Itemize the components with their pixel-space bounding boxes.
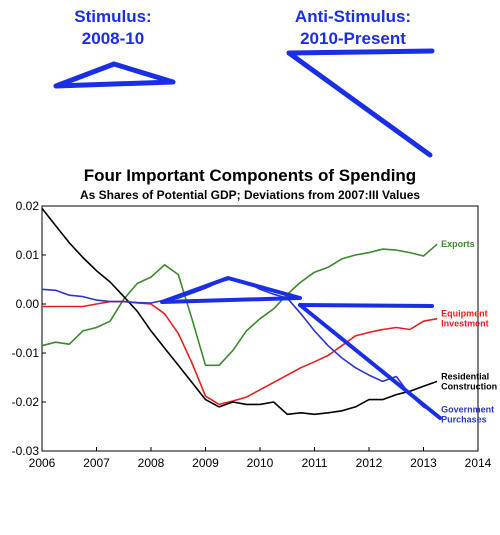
y-tick-label: 0.00 [16,297,40,311]
series-label-government-purchases: Purchases [441,414,487,424]
stimulus-overlay-strokes [160,276,442,420]
chart-subtitle: As Shares of Potential GDP; Deviations f… [79,188,421,202]
series-label-exports: Exports [441,239,475,249]
x-tick-label: 2010 [247,456,274,470]
series-lines [41,207,438,416]
stimulus-annotation-line2: 2008-10 [81,29,145,48]
series-label-government-purchases: Government [441,404,494,414]
stimulus-annotation: Stimulus: 2008-10 [48,6,178,50]
series-line-residential-construction [41,207,438,416]
series-line-equipment-investment [42,300,438,406]
y-tick-label: 0.02 [16,199,40,213]
x-tick-label: 2008 [138,456,165,470]
series-label-residential-construction: Construction [441,381,497,391]
x-tick-label: 2014 [465,456,492,470]
anti-stimulus-annotation: Anti-Stimulus: 2010-Present [278,6,428,50]
series-line-exports [41,243,438,367]
x-tick-label: 2012 [356,456,383,470]
stimulus-annotation-line1: Stimulus: [74,7,152,26]
anti-stimulus-arrow-annotation [286,48,435,158]
x-tick-label: 2009 [192,456,219,470]
y-tick-label: -0.01 [12,346,40,360]
stimulus-triangle-annotation [53,61,176,89]
x-tick-label: 2006 [29,456,56,470]
x-tick-label: 2013 [410,456,437,470]
axes: 2006 2007 2008 2009 2010 2011 2012 2013 2014 0.02… [12,199,492,470]
series-label-equipment-investment: Investment [441,319,489,329]
y-tick-label: -0.03 [12,444,40,458]
series-label-equipment-investment: Equipment [441,309,488,319]
series-label-residential-construction: Residential [441,371,489,381]
y-tick-label: -0.02 [12,395,40,409]
anti-stimulus-annotation-line2: 2010-Present [300,29,406,48]
anti-stimulus-annotation-line1: Anti-Stimulus: [294,7,412,26]
y-tick-label: 0.01 [16,248,40,262]
x-tick-label: 2011 [302,456,328,470]
chart-title: Four Important Components of Spending [83,166,417,185]
x-tick-label: 2007 [83,456,110,470]
